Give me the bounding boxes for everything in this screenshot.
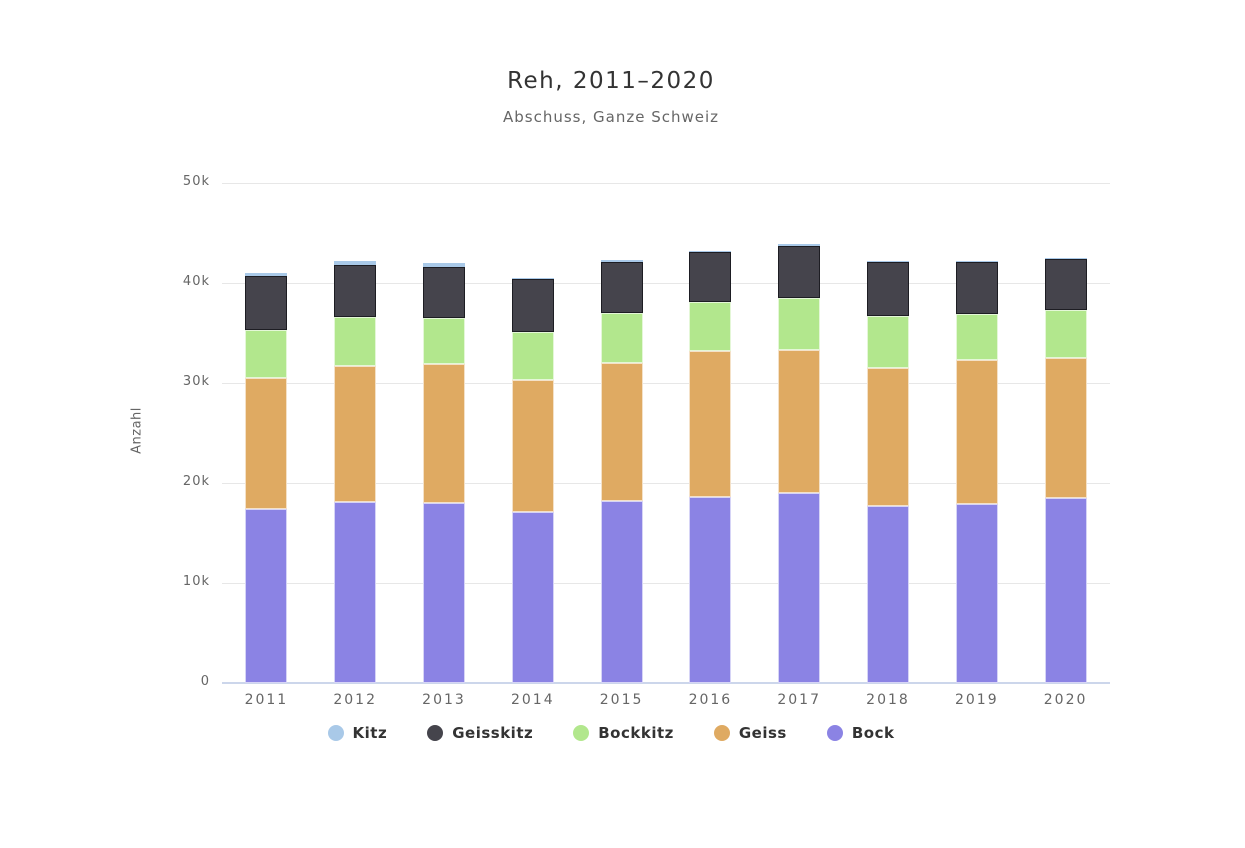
legend-item-bockkitz[interactable]: Bockkitz xyxy=(573,724,674,742)
x-axis-label-2020: 2020 xyxy=(1043,692,1088,708)
y-tick-label-50k: 50k xyxy=(182,174,210,189)
bar-segment-geiss-2018 xyxy=(867,368,909,506)
chart-title: Reh, 2011–2020 xyxy=(507,68,715,94)
bar-segment-geisskitz-2011 xyxy=(245,275,288,330)
legend-marker-bockkitz-icon xyxy=(573,725,590,741)
bar-segment-geisskitz-2012 xyxy=(334,264,377,317)
legend-label-bockkitz: Bockkitz xyxy=(598,724,674,742)
bar-segment-geiss-2014 xyxy=(511,380,554,512)
bar-segment-bockkitz-2018 xyxy=(867,316,909,368)
bar-segment-kitz-2011 xyxy=(245,273,288,276)
legend-marker-bock-icon xyxy=(826,725,843,741)
bar-segment-kitz-2018 xyxy=(867,260,909,262)
x-axis-label-2016: 2016 xyxy=(688,692,733,708)
bar-segment-kitz-2013 xyxy=(423,262,465,267)
x-axis-label-2013: 2013 xyxy=(422,692,466,708)
bar-segment-kitz-2012 xyxy=(334,260,377,265)
bar-segment-geisskitz-2017 xyxy=(778,246,821,298)
bar-segment-geiss-2012 xyxy=(334,365,377,502)
bar-segment-bock-2018 xyxy=(867,506,909,683)
gridline-20k xyxy=(222,483,1110,484)
bar-segment-kitz-2019 xyxy=(955,260,998,262)
legend-label-kitz: Kitz xyxy=(352,724,388,742)
legend-label-geisskitz: Geisskitz xyxy=(452,724,534,742)
bar-segment-kitz-2014 xyxy=(511,277,554,279)
bar-segment-geisskitz-2019 xyxy=(955,262,998,314)
bar-segment-bockkitz-2014 xyxy=(511,332,554,380)
bar-segment-geiss-2020 xyxy=(1044,358,1087,498)
bar-segment-bockkitz-2012 xyxy=(334,316,377,366)
x-axis-label-2014: 2014 xyxy=(510,692,555,708)
bar-segment-bockkitz-2011 xyxy=(245,329,288,378)
bar-segment-geiss-2011 xyxy=(245,377,288,509)
gridline-50k xyxy=(222,183,1110,184)
bar-segment-bockkitz-2013 xyxy=(423,318,465,364)
bar-segment-bockkitz-2017 xyxy=(778,298,821,350)
bar-segment-bock-2017 xyxy=(778,493,821,683)
bar-segment-bock-2014 xyxy=(511,512,554,683)
bar-segment-bock-2011 xyxy=(245,508,288,683)
x-axis-line xyxy=(222,682,1110,684)
x-axis-label-2017: 2017 xyxy=(777,692,821,708)
bar-segment-geisskitz-2018 xyxy=(867,262,909,316)
legend-item-bock[interactable]: Bock xyxy=(826,724,895,742)
bar-segment-bock-2012 xyxy=(334,501,377,683)
bar-segment-geiss-2017 xyxy=(778,350,821,493)
legend-marker-geiss-icon xyxy=(713,725,730,741)
x-axis-label-2019: 2019 xyxy=(954,692,999,708)
bar-segment-bock-2020 xyxy=(1044,498,1087,683)
legend-item-kitz[interactable]: Kitz xyxy=(327,724,388,742)
bar-segment-bockkitz-2015 xyxy=(600,312,643,363)
legend-label-bock: Bock xyxy=(851,724,895,742)
bar-segment-geiss-2016 xyxy=(689,351,732,497)
gridline-10k xyxy=(222,583,1110,584)
legend: Kitz Geisskitz Bockkitz Geiss Bock xyxy=(0,724,1222,742)
bar-segment-bockkitz-2019 xyxy=(955,314,998,360)
y-tick-label-40k: 40k xyxy=(182,274,210,289)
legend-label-geiss: Geiss xyxy=(738,724,787,742)
bar-segment-bockkitz-2016 xyxy=(689,302,732,351)
bar-segment-geiss-2015 xyxy=(600,362,643,501)
x-axis-label-2018: 2018 xyxy=(866,692,910,708)
bar-segment-kitz-2016 xyxy=(689,250,732,252)
bar-segment-geisskitz-2013 xyxy=(423,267,465,318)
y-tick-label-30k: 30k xyxy=(182,374,210,389)
y-axis-title: Anzahl xyxy=(129,407,145,454)
legend-item-geisskitz[interactable]: Geisskitz xyxy=(427,724,533,742)
chart-subtitle: Abschuss, Ganze Schweiz xyxy=(502,108,720,126)
gridline-40k xyxy=(222,283,1110,284)
x-axis-label-2011: 2011 xyxy=(244,692,289,708)
legend-marker-geisskitz-icon xyxy=(427,725,444,741)
y-tick-label-0: 0 xyxy=(200,674,210,689)
bar-segment-geisskitz-2014 xyxy=(511,279,554,332)
bar-segment-kitz-2015 xyxy=(600,260,643,262)
y-tick-label-10k: 10k xyxy=(182,574,210,589)
bar-segment-geisskitz-2015 xyxy=(600,261,643,313)
bar-segment-bock-2019 xyxy=(955,504,998,683)
legend-item-geiss[interactable]: Geiss xyxy=(713,724,787,742)
y-tick-label-20k: 20k xyxy=(182,474,210,489)
bar-segment-geisskitz-2020 xyxy=(1044,259,1087,310)
bar-segment-kitz-2020 xyxy=(1044,257,1087,259)
bar-segment-geiss-2019 xyxy=(955,360,998,504)
gridline-30k xyxy=(222,383,1110,384)
bar-segment-bock-2016 xyxy=(689,496,732,683)
x-axis-label-2015: 2015 xyxy=(599,692,644,708)
bar-segment-bock-2015 xyxy=(600,500,643,683)
x-axis-label-2012: 2012 xyxy=(333,692,377,708)
bar-segment-geisskitz-2016 xyxy=(689,252,732,302)
bar-segment-kitz-2017 xyxy=(778,244,821,246)
bar-segment-bockkitz-2020 xyxy=(1044,310,1087,358)
legend-marker-kitz-icon xyxy=(327,725,344,741)
plot-area xyxy=(222,183,1110,684)
bar-segment-bock-2013 xyxy=(423,503,465,683)
bar-segment-geiss-2013 xyxy=(423,364,465,503)
